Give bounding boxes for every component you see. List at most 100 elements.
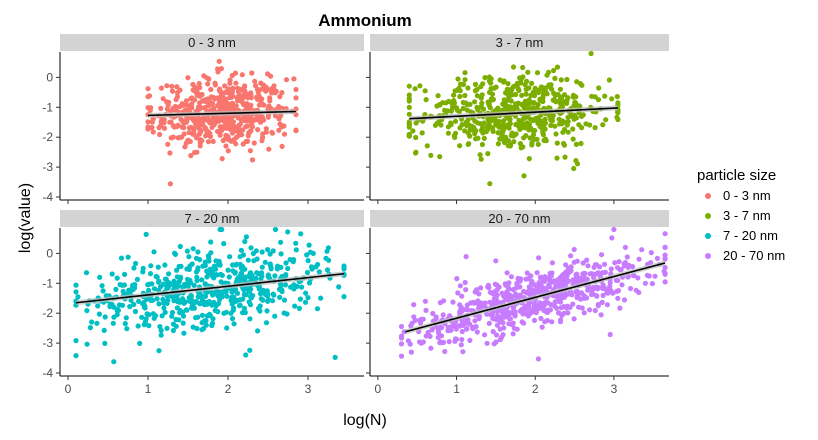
scatter-point	[156, 348, 162, 354]
scatter-point	[178, 274, 184, 280]
scatter-point	[464, 326, 470, 332]
scatter-point	[580, 112, 586, 118]
scatter-point	[240, 310, 246, 316]
scatter-point	[531, 317, 538, 323]
scatter-point	[259, 264, 265, 270]
scatter-point	[336, 284, 342, 290]
scatter-point	[218, 66, 224, 72]
facet-panel: 20 - 70 nm 0 1 2 3	[366, 210, 669, 396]
scatter-point	[510, 133, 517, 139]
scatter-point	[302, 299, 309, 305]
scatter-point	[406, 92, 412, 98]
scatter-point	[662, 279, 668, 285]
scatter-point	[557, 299, 564, 305]
scatter-point	[282, 282, 289, 288]
scatter-point	[166, 99, 172, 105]
legend-key	[705, 253, 711, 259]
scatter-point	[524, 270, 530, 276]
scatter-point	[305, 295, 311, 301]
scatter-point	[144, 311, 150, 317]
scatter-point	[234, 290, 241, 296]
scatter-point	[428, 152, 434, 158]
scatter-point	[585, 287, 591, 293]
scatter-point	[511, 104, 517, 110]
scatter-point	[225, 148, 231, 154]
scatter-point	[447, 327, 453, 334]
scatter-point	[540, 286, 546, 292]
scatter-point	[278, 251, 284, 257]
scatter-point	[523, 105, 529, 111]
scatter-point	[189, 95, 195, 101]
y-tick-label: 0	[46, 246, 53, 260]
scatter-point	[195, 104, 202, 110]
scatter-point	[264, 308, 270, 314]
scatter-point	[169, 83, 175, 89]
scatter-point	[544, 317, 551, 324]
scatter-point	[446, 339, 452, 345]
scatter-point	[114, 308, 120, 314]
scatter-point	[597, 273, 603, 279]
scatter-point	[493, 122, 499, 128]
scatter-point	[601, 261, 608, 267]
scatter-point	[190, 246, 196, 252]
scatter-point	[493, 258, 499, 264]
scatter-point	[517, 284, 523, 290]
scatter-point	[522, 82, 528, 88]
scatter-point	[556, 97, 563, 104]
scatter-point	[478, 84, 484, 90]
scatter-point	[561, 119, 567, 125]
scatter-point	[534, 70, 541, 76]
scatter-point	[536, 255, 542, 261]
scatter-point	[167, 181, 173, 187]
scatter-point	[592, 94, 598, 100]
scatter-point	[474, 329, 480, 335]
scatter-point	[490, 128, 496, 134]
scatter-point	[521, 173, 527, 179]
scatter-point	[196, 81, 202, 87]
scatter-point	[573, 272, 580, 278]
scatter-point	[517, 75, 523, 81]
scatter-point	[228, 93, 234, 100]
scatter-point	[443, 100, 449, 106]
legend-label: 7 - 20 nm	[723, 228, 778, 243]
scatter-point	[602, 93, 608, 99]
scatter-point	[644, 272, 651, 278]
legend-key	[705, 193, 711, 199]
scatter-point	[263, 126, 269, 132]
scatter-point	[561, 92, 568, 98]
scatter-point	[279, 90, 285, 96]
x-tick-label: 0	[65, 382, 72, 396]
scatter-point	[617, 267, 623, 273]
scatter-point	[177, 243, 183, 250]
scatter-point	[177, 87, 183, 93]
scatter-point	[148, 105, 154, 111]
scatter-point	[550, 97, 556, 103]
scatter-point	[220, 101, 226, 107]
fit-line	[75, 272, 345, 304]
scatter-point	[285, 265, 291, 272]
scatter-point	[600, 292, 606, 298]
scatter-point	[427, 333, 433, 339]
scatter-point	[310, 250, 316, 256]
scatter-point	[472, 99, 478, 105]
scatter-point	[254, 96, 261, 102]
scatter-point	[547, 270, 553, 276]
scatter-point	[100, 288, 106, 294]
scatter-point	[239, 132, 245, 138]
scatter-point	[493, 332, 500, 338]
scatter-point	[568, 253, 574, 259]
scatter-point	[523, 276, 529, 282]
scatter-point	[552, 75, 558, 81]
scatter-point	[422, 88, 428, 94]
scatter-point	[73, 289, 79, 295]
scatter-point	[460, 81, 467, 87]
scatter-point	[506, 321, 512, 327]
scatter-point	[184, 248, 190, 254]
scatter-point	[536, 87, 543, 93]
scatter-point	[259, 96, 265, 102]
scatter-point	[210, 118, 216, 125]
scatter-point	[635, 275, 641, 281]
scatter-point	[216, 58, 222, 64]
x-tick-label: 2	[532, 382, 539, 396]
scatter-point	[515, 100, 521, 106]
